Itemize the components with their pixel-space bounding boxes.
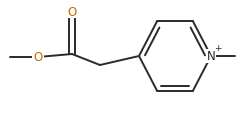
Text: N: N [207, 50, 215, 63]
Text: +: + [214, 44, 222, 53]
Text: O: O [33, 51, 43, 64]
Text: O: O [67, 5, 77, 18]
